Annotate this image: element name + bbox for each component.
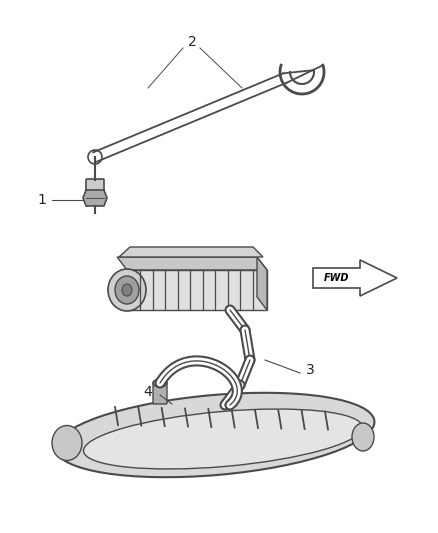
Polygon shape	[127, 270, 267, 310]
Ellipse shape	[122, 284, 132, 296]
Polygon shape	[117, 257, 267, 270]
Polygon shape	[313, 260, 397, 296]
Text: 3: 3	[306, 363, 314, 377]
Text: 1: 1	[38, 193, 46, 207]
Ellipse shape	[52, 425, 82, 461]
Text: FWD: FWD	[324, 273, 350, 283]
Ellipse shape	[153, 379, 167, 387]
Ellipse shape	[352, 423, 374, 451]
Polygon shape	[257, 257, 267, 310]
Ellipse shape	[108, 269, 146, 311]
FancyBboxPatch shape	[153, 382, 167, 404]
Text: 4: 4	[144, 385, 152, 399]
Polygon shape	[83, 190, 107, 206]
FancyBboxPatch shape	[86, 179, 104, 191]
Polygon shape	[119, 247, 263, 257]
Circle shape	[88, 150, 102, 164]
Text: 2: 2	[187, 35, 196, 49]
Ellipse shape	[56, 393, 374, 477]
Ellipse shape	[84, 409, 363, 469]
Ellipse shape	[115, 276, 139, 304]
